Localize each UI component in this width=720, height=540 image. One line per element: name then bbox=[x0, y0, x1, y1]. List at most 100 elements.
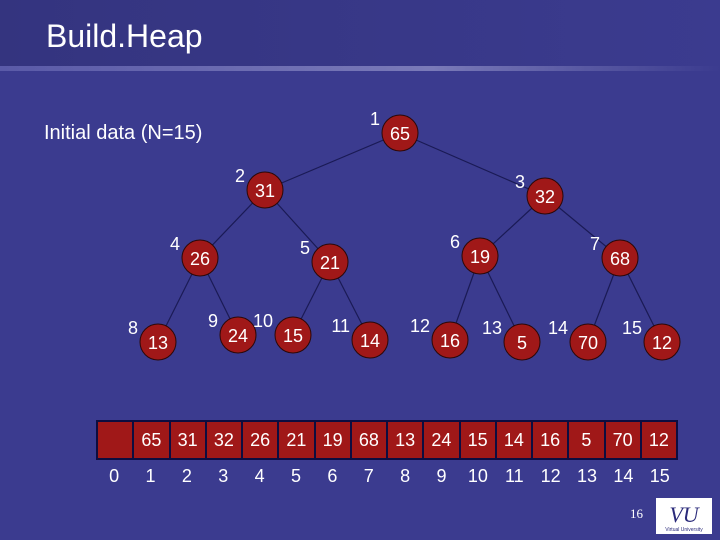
tree-node-value: 19 bbox=[470, 247, 490, 267]
tree-node-value: 32 bbox=[535, 187, 555, 207]
tree-node-circle bbox=[601, 239, 639, 277]
array-cell bbox=[98, 422, 135, 458]
array-cell: 12 bbox=[641, 422, 676, 458]
tree-node-index: 7 bbox=[590, 234, 600, 254]
tree-edge bbox=[264, 132, 401, 191]
slide-title: Build.Heap bbox=[46, 18, 203, 54]
tree-node-value: 24 bbox=[228, 326, 248, 346]
subtitle: Initial data (N=15) bbox=[44, 122, 203, 144]
array-index-label: 3 bbox=[218, 466, 229, 486]
array-index-label: 12 bbox=[540, 466, 561, 486]
array-cell: 65 bbox=[134, 422, 171, 458]
tree-node-value: 15 bbox=[283, 326, 303, 346]
tree-node-circle bbox=[431, 321, 469, 359]
tree-node-index: 3 bbox=[515, 172, 525, 192]
tree-node-index: 8 bbox=[128, 318, 138, 338]
tree-node-index: 10 bbox=[253, 311, 273, 331]
tree-node-circle bbox=[219, 316, 257, 354]
array-index-label: 15 bbox=[649, 466, 670, 486]
array-index-label: 9 bbox=[436, 466, 447, 486]
tree-node-value: 65 bbox=[390, 124, 410, 144]
array-cell: 31 bbox=[170, 422, 207, 458]
tree-node-circle bbox=[181, 239, 219, 277]
array-index-label: 10 bbox=[467, 466, 488, 486]
tree-node-index: 4 bbox=[170, 234, 180, 254]
array-index-label: 7 bbox=[363, 466, 374, 486]
array-index-label: 8 bbox=[400, 466, 411, 486]
tree-node: 26 4 bbox=[170, 234, 219, 277]
page-number: 16 bbox=[630, 506, 643, 521]
array-cell: 70 bbox=[605, 422, 642, 458]
tree-node-circle bbox=[351, 321, 389, 359]
tree-node-value: 13 bbox=[148, 333, 168, 353]
tree-node-circle bbox=[503, 323, 541, 361]
array-cell: 5 bbox=[569, 422, 606, 458]
array-index-label: 4 bbox=[254, 466, 265, 486]
array-cell: 14 bbox=[496, 422, 533, 458]
title-bar bbox=[0, 0, 720, 70]
logo-subtext: Virtual University bbox=[665, 527, 703, 533]
tree-node: 5 13 bbox=[482, 318, 541, 361]
array-cell: 19 bbox=[315, 422, 352, 458]
tree-node: 12 15 bbox=[622, 318, 681, 361]
array-cell: 26 bbox=[243, 422, 280, 458]
tree-node-value: 16 bbox=[440, 331, 460, 351]
tree-node-circle bbox=[526, 177, 564, 215]
array-cell: 24 bbox=[424, 422, 461, 458]
tree-node-index: 5 bbox=[300, 238, 310, 258]
tree-node: 70 14 bbox=[548, 318, 607, 361]
tree-node-index: 14 bbox=[548, 318, 568, 338]
tree-node: 31 2 bbox=[235, 166, 284, 209]
tree-node: 13 8 bbox=[128, 318, 177, 361]
array-index-label: 0 bbox=[109, 466, 120, 486]
tree-node-value: 26 bbox=[190, 249, 210, 269]
array-index-label: 6 bbox=[327, 466, 338, 486]
array-index-label: 2 bbox=[181, 466, 192, 486]
tree-node-value: 12 bbox=[652, 333, 672, 353]
tree-node: 19 6 bbox=[450, 232, 499, 275]
array-cell: 15 bbox=[460, 422, 497, 458]
tree-node-index: 6 bbox=[450, 232, 460, 252]
array-index-label: 5 bbox=[291, 466, 302, 486]
tree-node-circle bbox=[274, 316, 312, 354]
tree-node: 32 3 bbox=[515, 172, 564, 215]
array-index-label: 1 bbox=[145, 466, 156, 486]
tree-node-value: 14 bbox=[360, 331, 380, 351]
tree-node-circle bbox=[381, 114, 419, 152]
tree-node-index: 2 bbox=[235, 166, 245, 186]
array-cell: 68 bbox=[351, 422, 388, 458]
tree-node-value: 70 bbox=[578, 333, 598, 353]
array-index-label: 11 bbox=[504, 466, 524, 486]
tree-node-circle bbox=[139, 323, 177, 361]
tree-node-value: 21 bbox=[320, 253, 340, 273]
tree-node-circle bbox=[643, 323, 681, 361]
tree-node-index: 11 bbox=[331, 316, 350, 336]
tree-node-index: 1 bbox=[370, 109, 380, 129]
title-divider bbox=[0, 66, 720, 71]
array-index-label: 14 bbox=[613, 466, 634, 486]
tree-node-circle bbox=[246, 171, 284, 209]
logo-background bbox=[656, 498, 712, 534]
tree-edge bbox=[399, 132, 546, 197]
tree-node: 14 11 bbox=[331, 316, 389, 359]
heap-array: 65 31 32 26 21 19 68 13 24 15 14 16 5 70 12 bbox=[96, 420, 678, 460]
tree-node: 68 7 bbox=[590, 234, 639, 277]
tree-node: 65 1 bbox=[370, 109, 419, 152]
tree-node-index: 15 bbox=[622, 318, 642, 338]
tree-node: 21 5 bbox=[300, 238, 349, 281]
array-cell: 16 bbox=[533, 422, 570, 458]
heap-array-indices: 0 1 2 3 4 5 6 7 8 9 10 11 12 13 14 15 bbox=[96, 466, 678, 490]
vu-logo: VU Virtual University bbox=[656, 498, 712, 534]
tree-node-index: 9 bbox=[208, 311, 218, 331]
tree-node-index: 13 bbox=[482, 318, 502, 338]
array-cell: 13 bbox=[388, 422, 425, 458]
array-cell: 21 bbox=[279, 422, 316, 458]
tree-node-value: 31 bbox=[255, 181, 275, 201]
tree-node: 24 9 bbox=[208, 311, 257, 354]
tree-node-circle bbox=[311, 243, 349, 281]
tree-node-value: 5 bbox=[517, 333, 527, 353]
tree-node-index: 12 bbox=[410, 316, 430, 336]
